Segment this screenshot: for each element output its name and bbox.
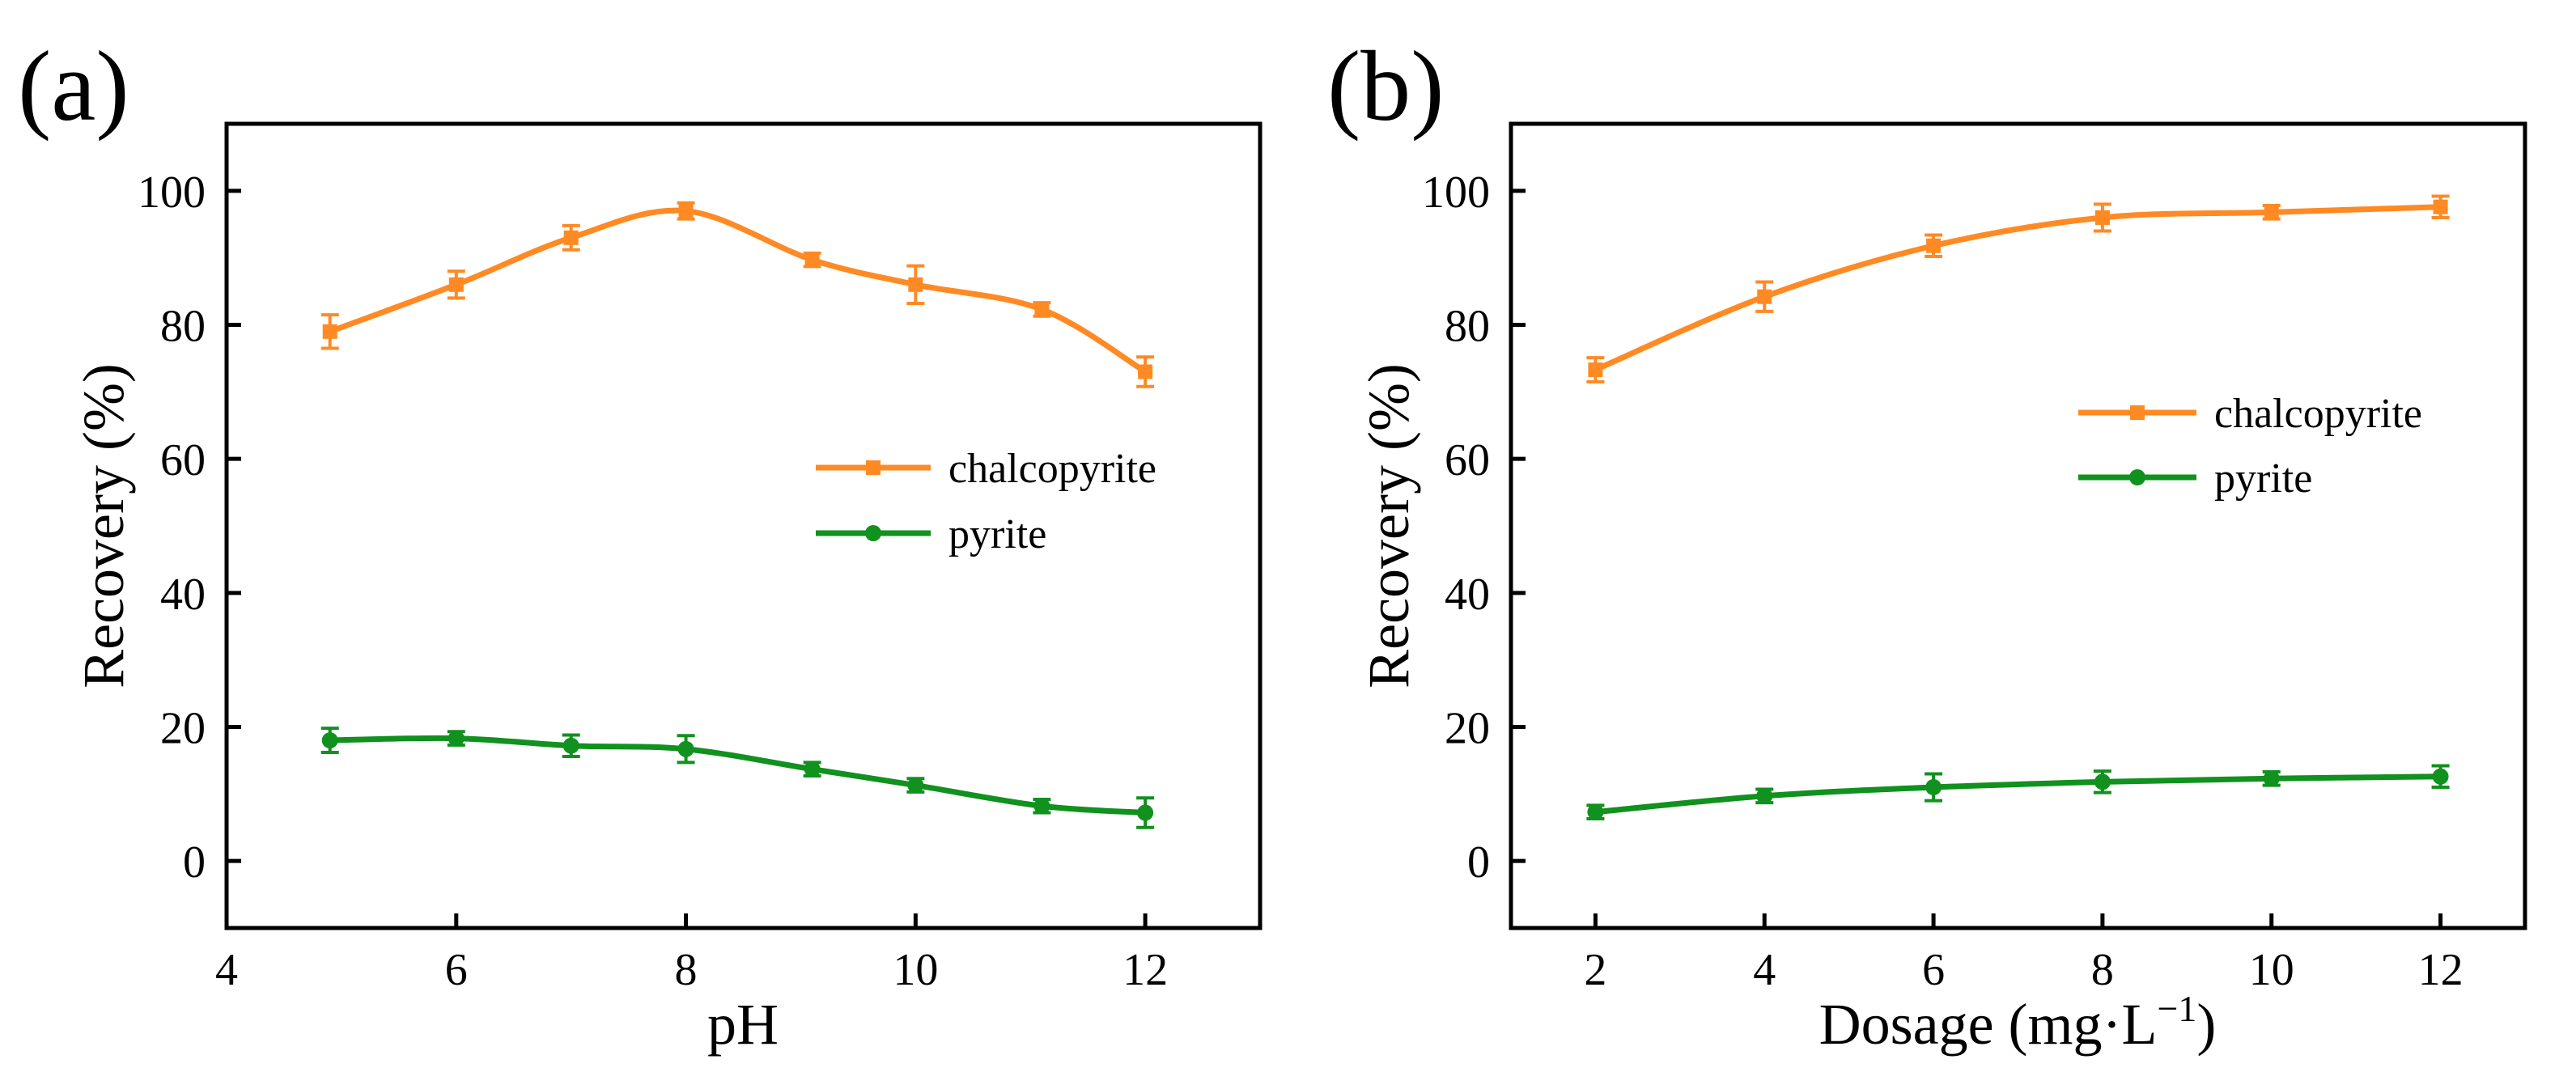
panel-a-pyrite-point (1033, 798, 1050, 815)
panel-a-x-tick-label: 8 (675, 945, 698, 995)
panel-a-legend-marker-chalcopyrite (866, 460, 881, 475)
panel-a-x-tick-label: 12 (1122, 945, 1168, 995)
panel-b-plot (1586, 194, 2450, 820)
panel-a-x-tick-label: 10 (893, 945, 938, 995)
panel-b-legend-label-pyrite: pyrite (2214, 456, 2312, 502)
panel-a-chalcopyrite-line (327, 207, 1148, 375)
panel-a-x-tick-label: 6 (445, 945, 468, 995)
panel-a-y-tick-label: 80 (160, 302, 206, 352)
panel-a-y-tick-label: 40 (160, 570, 206, 620)
panel-b-pyrite-point (2094, 773, 2111, 790)
panel-b-chalcopyrite-point (2433, 199, 2448, 214)
panel-a-ticks: 4 6 8 10 12 0 20 40 60 80 100 (138, 167, 1168, 995)
panel-a-legend-marker-pyrite (865, 525, 881, 541)
panel-a-y-tick-label: 0 (183, 837, 206, 888)
panel-b-y-tick-label: 20 (1445, 704, 1490, 754)
panel-b-chalcopyrite-point (1757, 289, 1772, 304)
panel-b-x-tick-label: 4 (1753, 945, 1776, 995)
panel-a-legend-label-chalcopyrite: chalcopyrite (948, 446, 1156, 492)
panel-b-x-title-main: Dosage (mg·L (1819, 992, 2158, 1057)
panel-a-pyrite-point (562, 737, 579, 754)
panel-a-chalcopyrite-point (322, 324, 337, 339)
panel-b-x-title-sup: −1 (2157, 988, 2196, 1029)
panel-a-label: (a) (18, 31, 129, 142)
panel-a-x-tick-label: 4 (215, 945, 238, 995)
panel-b-legend: chalcopyrite pyrite (2078, 391, 2422, 502)
panel-a-chalcopyrite-point (1034, 302, 1050, 317)
panel-b-chalcopyrite-point (2094, 210, 2110, 225)
panel-b-y-title: Recovery (%) (1356, 363, 1421, 689)
panel-a-pyrite-line (327, 735, 1148, 816)
panel-a-pyrite-point (321, 732, 338, 749)
panel-b-x-tick-label: 10 (2249, 945, 2294, 995)
panel-a-legend: chalcopyrite pyrite (816, 446, 1156, 557)
panel-a-chalcopyrite-point (804, 252, 820, 268)
panel-a-plot (320, 201, 1155, 829)
panel-b-chalcopyrite-point (1926, 238, 1942, 253)
panel-b-pyrite-line (1592, 773, 2444, 816)
panel-b-y-tick-label: 40 (1445, 570, 1490, 620)
panel-b-legend-marker-pyrite (2129, 469, 2145, 485)
panel-a-chalcopyrite-point (678, 203, 694, 218)
panel-b-pyrite-point (2432, 768, 2449, 785)
panel-a-pyrite-point (677, 740, 694, 757)
panel-b-y-tick-label: 0 (1467, 837, 1490, 888)
panel-b-frame (1509, 121, 2527, 930)
panel-a-chalcopyrite-point (908, 277, 923, 292)
panel-a-y-tick-label: 60 (160, 435, 206, 485)
panel-a-pyrite-point (448, 730, 465, 747)
panel-a-y-tick-label: 100 (138, 167, 206, 218)
panel-a-legend-label-pyrite: pyrite (948, 511, 1046, 557)
panel-b-pyrite-point (1925, 779, 1942, 796)
panel-b-legend-label-chalcopyrite: chalcopyrite (2214, 391, 2422, 437)
panel-a-y-tick-label: 20 (160, 704, 206, 754)
panel-b-y-tick-label: 80 (1445, 302, 1490, 352)
panel-b-x-tick-label: 8 (2091, 945, 2114, 995)
panel-b-x-tick-label: 6 (1922, 945, 1945, 995)
panel-a-chalcopyrite-point (448, 277, 464, 292)
panel-b-ticks: 2 4 6 8 10 12 0 20 40 60 80 100 (1422, 167, 2464, 995)
panel-a-pyrite-point (907, 777, 924, 794)
panel-a-x-title: pH (707, 992, 779, 1057)
panel-b-label: (b) (1327, 31, 1445, 142)
panel-a-frame (224, 121, 1263, 930)
panel-a-pyrite-point (804, 761, 821, 778)
panel-b-legend-marker-chalcopyrite (2130, 405, 2145, 420)
panel-b: (b) 2 4 6 8 10 12 0 20 40 60 80 100 Dosage (mg·L−1)… (1327, 31, 2527, 1057)
panel-b-y-tick-label: 100 (1422, 167, 1490, 218)
panel-b-pyrite-point (1587, 803, 1604, 820)
panel-a-y-title: Recovery (%) (71, 363, 136, 689)
panel-b-x-title: Dosage (mg·L−1) (1819, 988, 2217, 1057)
panel-b-pyrite-point (2263, 770, 2280, 787)
panel-b-chalcopyrite-line (1592, 204, 2444, 373)
panel-b-chalcopyrite-point (1588, 362, 1603, 377)
panel-b-x-tick-label: 12 (2418, 945, 2464, 995)
panel-b-chalcopyrite-point (2264, 205, 2279, 220)
panel-a-chalcopyrite-point (563, 230, 579, 245)
panel-b-x-title-close: ) (2196, 992, 2216, 1057)
panel-b-pyrite-point (1756, 787, 1773, 804)
panel-b-x-tick-label: 2 (1584, 945, 1606, 995)
panel-a-chalcopyrite-point (1138, 364, 1153, 379)
panel-a-pyrite-point (1137, 804, 1154, 821)
panel-b-y-tick-label: 60 (1445, 435, 1490, 485)
